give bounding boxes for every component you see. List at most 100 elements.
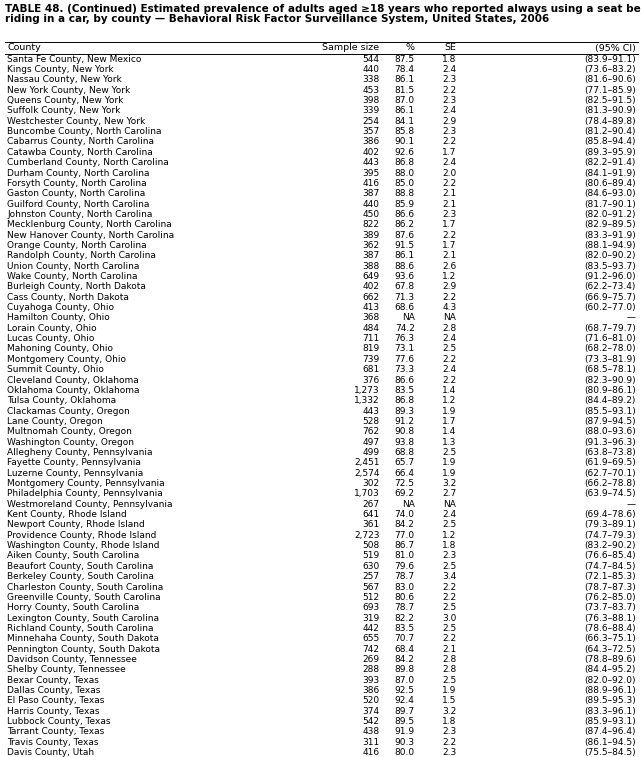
Text: 519: 519	[362, 552, 379, 560]
Text: 2.2: 2.2	[442, 231, 456, 240]
Text: 267: 267	[362, 500, 379, 509]
Text: (87.9–94.5): (87.9–94.5)	[584, 417, 636, 426]
Text: (88.1–94.9): (88.1–94.9)	[584, 241, 636, 250]
Text: (87.4–96.4): (87.4–96.4)	[585, 727, 636, 737]
Text: Richland County, South Carolina: Richland County, South Carolina	[7, 624, 154, 633]
Text: 91.5: 91.5	[394, 241, 415, 250]
Text: (81.2–90.4): (81.2–90.4)	[585, 127, 636, 136]
Text: Lubbock County, Texas: Lubbock County, Texas	[7, 717, 111, 726]
Text: Aiken County, South Carolina: Aiken County, South Carolina	[7, 552, 139, 560]
Text: (80.6–89.4): (80.6–89.4)	[584, 179, 636, 188]
Text: 1,273: 1,273	[354, 386, 379, 395]
Text: 520: 520	[362, 696, 379, 706]
Text: Kings County, New York: Kings County, New York	[7, 65, 113, 74]
Text: (80.9–86.1): (80.9–86.1)	[584, 386, 636, 395]
Text: Dallas County, Texas: Dallas County, Texas	[7, 686, 101, 695]
Text: 73.3: 73.3	[394, 365, 415, 374]
Text: 77.6: 77.6	[394, 355, 415, 364]
Text: 693: 693	[362, 603, 379, 612]
Text: 84.2: 84.2	[395, 520, 415, 529]
Text: 819: 819	[362, 344, 379, 354]
Text: 1.4: 1.4	[442, 386, 456, 395]
Text: 512: 512	[362, 593, 379, 602]
Text: (82.5–91.5): (82.5–91.5)	[584, 96, 636, 105]
Text: (84.1–91.9): (84.1–91.9)	[584, 169, 636, 178]
Text: Greenville County, South Carolina: Greenville County, South Carolina	[7, 593, 161, 602]
Text: 72.5: 72.5	[395, 479, 415, 488]
Text: 2.7: 2.7	[442, 489, 456, 498]
Text: Minnehaha County, South Dakota: Minnehaha County, South Dakota	[7, 634, 159, 643]
Text: (68.5–78.1): (68.5–78.1)	[584, 365, 636, 374]
Text: 630: 630	[362, 562, 379, 571]
Text: 2.8: 2.8	[442, 665, 456, 674]
Text: 2.2: 2.2	[442, 634, 456, 643]
Text: 2.8: 2.8	[442, 324, 456, 333]
Text: (64.3–72.5): (64.3–72.5)	[585, 645, 636, 653]
Text: Providence County, Rhode Island: Providence County, Rhode Island	[7, 531, 156, 540]
Text: 3.2: 3.2	[442, 479, 456, 488]
Text: 74.0: 74.0	[395, 510, 415, 519]
Text: 1.4: 1.4	[442, 427, 456, 436]
Text: 89.5: 89.5	[394, 717, 415, 726]
Text: NA: NA	[444, 313, 456, 322]
Text: 388: 388	[362, 262, 379, 271]
Text: (63.8–73.8): (63.8–73.8)	[584, 448, 636, 457]
Text: (85.8–94.4): (85.8–94.4)	[585, 138, 636, 146]
Text: (68.7–79.7): (68.7–79.7)	[584, 324, 636, 333]
Text: 1,703: 1,703	[354, 489, 379, 498]
Text: 2.9: 2.9	[442, 117, 456, 126]
Text: 1.2: 1.2	[442, 272, 456, 281]
Text: (78.7–87.3): (78.7–87.3)	[584, 583, 636, 591]
Text: 2,723: 2,723	[354, 531, 379, 540]
Text: 544: 544	[362, 55, 379, 64]
Text: 374: 374	[362, 707, 379, 715]
Text: Cleveland County, Oklahoma: Cleveland County, Oklahoma	[7, 375, 139, 385]
Text: 74.2: 74.2	[395, 324, 415, 333]
Text: 2.3: 2.3	[442, 127, 456, 136]
Text: 2.3: 2.3	[442, 727, 456, 737]
Text: Charleston County, South Carolina: Charleston County, South Carolina	[7, 583, 163, 591]
Text: 3.2: 3.2	[442, 707, 456, 715]
Text: Clackamas County, Oregon: Clackamas County, Oregon	[7, 407, 130, 416]
Text: 302: 302	[362, 479, 379, 488]
Text: Santa Fe County, New Mexico: Santa Fe County, New Mexico	[7, 55, 142, 64]
Text: (76.2–85.0): (76.2–85.0)	[584, 593, 636, 602]
Text: 90.8: 90.8	[394, 427, 415, 436]
Text: 2.2: 2.2	[442, 583, 456, 591]
Text: 1.5: 1.5	[442, 696, 456, 706]
Text: 413: 413	[362, 303, 379, 312]
Text: Multnomah County, Oregon: Multnomah County, Oregon	[7, 427, 132, 436]
Text: 508: 508	[362, 541, 379, 550]
Text: 2.5: 2.5	[442, 520, 456, 529]
Text: (76.6–85.4): (76.6–85.4)	[584, 552, 636, 560]
Text: 68.6: 68.6	[394, 303, 415, 312]
Text: Allegheny County, Pennsylvania: Allegheny County, Pennsylvania	[7, 448, 153, 457]
Text: 2.3: 2.3	[442, 96, 456, 105]
Text: (62.7–70.1): (62.7–70.1)	[584, 469, 636, 478]
Text: 567: 567	[362, 583, 379, 591]
Text: Philadelphia County, Pennsylvania: Philadelphia County, Pennsylvania	[7, 489, 163, 498]
Text: Lorain County, Ohio: Lorain County, Ohio	[7, 324, 97, 333]
Text: 73.1: 73.1	[394, 344, 415, 354]
Text: 254: 254	[362, 117, 379, 126]
Text: Shelby County, Tennessee: Shelby County, Tennessee	[7, 665, 126, 674]
Text: 2.1: 2.1	[442, 189, 456, 198]
Text: (60.2–77.0): (60.2–77.0)	[584, 303, 636, 312]
Text: Travis County, Texas: Travis County, Texas	[7, 738, 99, 746]
Text: Lexington County, South Carolina: Lexington County, South Carolina	[7, 614, 159, 622]
Text: 2.9: 2.9	[442, 282, 456, 291]
Text: Davis County, Utah: Davis County, Utah	[7, 748, 94, 757]
Text: 78.4: 78.4	[395, 65, 415, 74]
Text: 92.4: 92.4	[395, 696, 415, 706]
Text: Durham County, North Carolina: Durham County, North Carolina	[7, 169, 149, 178]
Text: 68.4: 68.4	[395, 645, 415, 653]
Text: 402: 402	[362, 282, 379, 291]
Text: 2.6: 2.6	[442, 262, 456, 271]
Text: 71.3: 71.3	[394, 293, 415, 302]
Text: 81.0: 81.0	[394, 552, 415, 560]
Text: 1.7: 1.7	[442, 148, 456, 157]
Text: 89.8: 89.8	[394, 665, 415, 674]
Text: Lane County, Oregon: Lane County, Oregon	[7, 417, 103, 426]
Text: Burleigh County, North Dakota: Burleigh County, North Dakota	[7, 282, 146, 291]
Text: 2.5: 2.5	[442, 562, 456, 571]
